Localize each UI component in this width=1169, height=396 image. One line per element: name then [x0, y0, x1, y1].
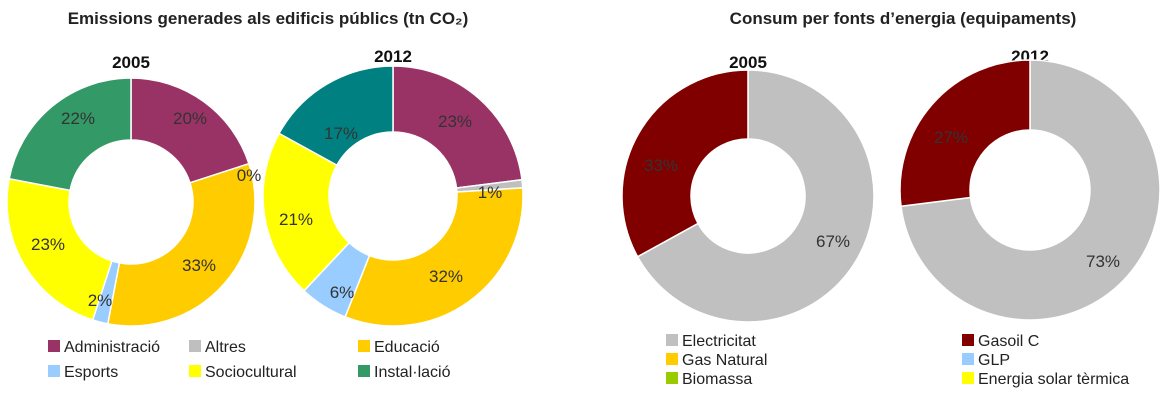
legend-swatch-consum-1	[666, 334, 678, 346]
data-label-consum-2005-1: 67%	[816, 232, 850, 251]
legend-label-consum-6: Energia solar tèrmica	[978, 371, 1129, 388]
data-label-consum-2012-2: 27%	[934, 128, 968, 147]
data-label-consum-2005-2: 33%	[644, 156, 678, 175]
data-label-emissions-2005-3: 33%	[182, 256, 216, 275]
donut-slice-consum-2012-2	[899, 59, 1031, 208]
data-label-emissions-2012-1: 23%	[438, 112, 472, 131]
chart-title-emissions: Emissions generades als edificis públics…	[68, 9, 469, 28]
donut-group: 20% 0% 33% 2% 23% 22% 23% 1% 32% 6% 21% 17% 67% 33% 73…	[6, 59, 1161, 327]
donut-slice-consum-2005-2	[621, 69, 749, 258]
legend-label-emissions-2: Altres	[205, 339, 246, 356]
legend-label-consum-1: Electricitat	[682, 333, 756, 350]
legend-label-consum-5: Biomassa	[682, 371, 752, 388]
legend-swatch-emissions-4	[48, 365, 60, 377]
legend-swatch-consum-3	[666, 353, 678, 365]
data-label-emissions-2005-4: 2%	[88, 291, 113, 310]
legend-swatch-emissions-3	[358, 340, 370, 352]
donut-slice-emissions-2012-3	[344, 187, 524, 327]
donut-slice-consum-2005-1	[636, 69, 875, 323]
legend-swatch-emissions-1	[48, 340, 60, 352]
legend-swatch-consum-2	[962, 334, 974, 346]
donut-slice-emissions-2012-5	[262, 132, 351, 292]
donut-slice-consum-2012-1	[900, 59, 1161, 321]
data-label-emissions-2005-6: 22%	[61, 109, 95, 128]
data-label-emissions-2012-4: 6%	[330, 283, 355, 302]
legend-swatch-emissions-2	[189, 340, 201, 352]
data-label-consum-2012-1: 73%	[1086, 252, 1120, 271]
donut-slice-emissions-2005-6	[8, 77, 132, 192]
data-label-emissions-2012-3: 32%	[429, 267, 463, 286]
legend-swatch-consum-4	[962, 353, 974, 365]
legend-label-emissions-3: Educació	[374, 339, 440, 356]
data-label-emissions-2005-5: 23%	[31, 235, 65, 254]
year-label-emissions-2005: 2005	[112, 53, 150, 72]
data-label-emissions-2005-1: 20%	[173, 109, 207, 128]
legend-swatch-emissions-6	[358, 365, 370, 377]
legend-label-consum-3: Gas Natural	[682, 352, 767, 369]
data-label-emissions-2012-5: 21%	[279, 210, 313, 229]
data-label-emissions-2005-2: 0%	[237, 166, 262, 185]
legend-label-emissions-1: Administració	[64, 339, 160, 356]
legend-swatch-consum-5	[666, 372, 678, 384]
legend-label-emissions-6: Instal·lació	[374, 364, 451, 381]
legend-swatch-consum-6	[962, 372, 974, 384]
chart-title-consum: Consum per fonts d’energia (equipaments)	[730, 9, 1077, 28]
data-label-emissions-2012-2: 1%	[478, 183, 503, 202]
legend-label-emissions-4: Esports	[64, 364, 118, 381]
year-label-emissions-2012: 2012	[374, 47, 412, 66]
donut-slice-emissions-2012-6	[278, 65, 394, 167]
data-label-emissions-2012-6: 17%	[324, 124, 358, 143]
legend-group: Administració Altres Educació Esports Socioc…	[48, 333, 1129, 388]
legend-label-consum-2: Gasoil C	[978, 333, 1039, 350]
donut-slice-emissions-2012-1	[392, 65, 523, 189]
donut-slice-emissions-2005-5	[6, 177, 113, 321]
legend-label-emissions-5: Sociocultural	[205, 364, 297, 381]
donut-slice-emissions-2005-1	[130, 77, 250, 184]
donut-slice-emissions-2005-3	[106, 162, 256, 327]
legend-label-consum-4: GLP	[978, 352, 1010, 369]
legend-swatch-emissions-5	[189, 365, 201, 377]
year-label-consum-2005: 2005	[729, 53, 767, 72]
